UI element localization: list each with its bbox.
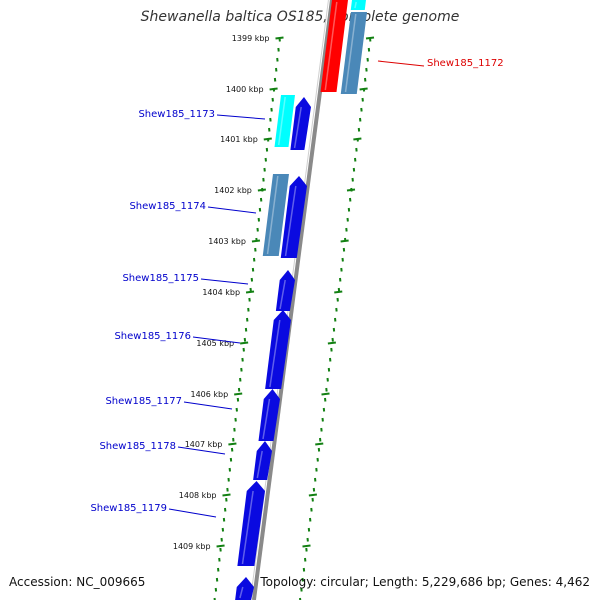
topology-text: Topology: circular;	[260, 575, 369, 589]
major-kbp-tick	[228, 442, 237, 446]
gene-label-leader	[200, 278, 249, 285]
gene-label-leader	[168, 508, 217, 518]
major-kbp-tick	[257, 188, 266, 192]
length-text: Length: 5,229,686 bp;	[372, 575, 507, 589]
gene-label[interactable]: Shew185_1174	[129, 201, 206, 212]
gene-shew185-1173[interactable]	[290, 97, 311, 150]
gene-shew185-1173-highlight	[293, 106, 302, 149]
kbp-label: 1406 kbp	[191, 390, 229, 399]
major-kbp-tick	[275, 36, 284, 40]
kbp-label: 1403 kbp	[208, 237, 246, 246]
major-kbp-tick	[353, 137, 362, 141]
gene-pseudo-reverse-highlight	[344, 13, 357, 93]
kbp-label: 1407 kbp	[185, 440, 223, 449]
major-kbp-tick	[340, 239, 349, 243]
gene-label-leader	[377, 60, 425, 67]
major-kbp-tick	[315, 442, 324, 446]
gene-shew185-1174-highlight	[284, 185, 297, 257]
major-kbp-tick	[234, 392, 243, 396]
major-kbp-tick	[334, 290, 343, 294]
gene-label-leader	[183, 401, 233, 410]
gene-label[interactable]: Shew185_1177	[105, 396, 182, 407]
major-kbp-tick	[346, 188, 356, 192]
accession-label: Accession: NC_009665	[9, 575, 146, 589]
major-kbp-tick	[308, 493, 317, 497]
gene-shew185-1176-highlight	[269, 319, 281, 388]
gene-shew185-1177-highlight	[262, 398, 271, 440]
major-kbp-tick	[269, 87, 278, 91]
kbp-label: 1409 kbp	[173, 542, 211, 551]
major-kbp-tick	[216, 544, 225, 548]
major-kbp-tick	[365, 36, 375, 40]
gene-shew185-1179-highlight	[241, 490, 254, 565]
map-title: Shewanella baltica OS185, complete genom…	[140, 9, 460, 25]
gene-shew185-1174[interactable]	[280, 176, 307, 258]
major-kbp-tick	[263, 137, 272, 141]
gene-shew185-1178-highlight	[256, 450, 263, 479]
gene-shew185-1173-rna[interactable]	[274, 95, 296, 147]
major-kbp-tick	[327, 341, 336, 345]
gene-pseudo-reverse[interactable]	[340, 12, 367, 94]
genome-summary: Topology: circular; Length: 5,229,686 bp…	[260, 575, 590, 589]
gene-shew185-1177[interactable]	[258, 389, 281, 441]
gene-shew185-1174-pseudo-highlight	[266, 175, 279, 255]
major-kbp-tick	[359, 87, 368, 91]
kbp-label: 1399 kbp	[232, 34, 270, 43]
gene-label[interactable]: Shew185_1173	[138, 109, 215, 120]
gene-label-leader	[192, 336, 241, 344]
gene-shew185-1175-highlight	[279, 279, 286, 310]
major-kbp-tick	[239, 341, 249, 345]
major-kbp-tick	[302, 544, 311, 548]
gene-label-leader	[177, 446, 226, 455]
gene-label-leader	[207, 206, 257, 214]
gene-label[interactable]: Shew185_1178	[99, 441, 176, 452]
gene-shew185-1179[interactable]	[237, 481, 265, 566]
gene-shew185-1172-reverse-highlight	[324, 1, 338, 91]
kbp-label: 1408 kbp	[179, 491, 217, 500]
gene-shew185-1176[interactable]	[265, 310, 291, 389]
gene-label-leader	[216, 114, 266, 120]
gene-label[interactable]: Shew185_1175	[122, 273, 199, 284]
gene-rna-reverse[interactable]	[350, 0, 366, 10]
major-kbp-tick	[222, 493, 231, 497]
major-kbp-tick	[321, 392, 330, 396]
kbp-label: 1400 kbp	[226, 85, 264, 94]
genome-backbone	[251, 0, 334, 600]
kbp-label: 1401 kbp	[220, 135, 258, 144]
gene-label[interactable]: Shew185_1172	[427, 58, 504, 69]
gene-shew185-1173-rna-highlight	[277, 96, 286, 146]
gene-partial-bottom[interactable]	[235, 577, 254, 600]
gene-shew185-1174-pseudo[interactable]	[262, 174, 289, 256]
kbp-label: 1405 kbp	[196, 339, 234, 348]
gene-shew185-1178[interactable]	[253, 441, 272, 480]
major-kbp-tick	[251, 239, 261, 243]
gene-partial-bottom-highlight	[239, 586, 244, 599]
kbp-label: 1402 kbp	[214, 186, 252, 195]
major-kbp-tick	[245, 290, 255, 294]
kbp-label: 1404 kbp	[202, 288, 240, 297]
gene-label[interactable]: Shew185_1176	[114, 331, 191, 342]
gene-rna-reverse-highlight	[354, 1, 357, 9]
gene-shew185-1172-reverse[interactable]	[320, 0, 349, 92]
gene-shew185-1175[interactable]	[275, 270, 295, 311]
gene-label[interactable]: Shew185_1179	[90, 503, 167, 514]
genes-count-text: Genes: 4,462	[509, 575, 590, 589]
